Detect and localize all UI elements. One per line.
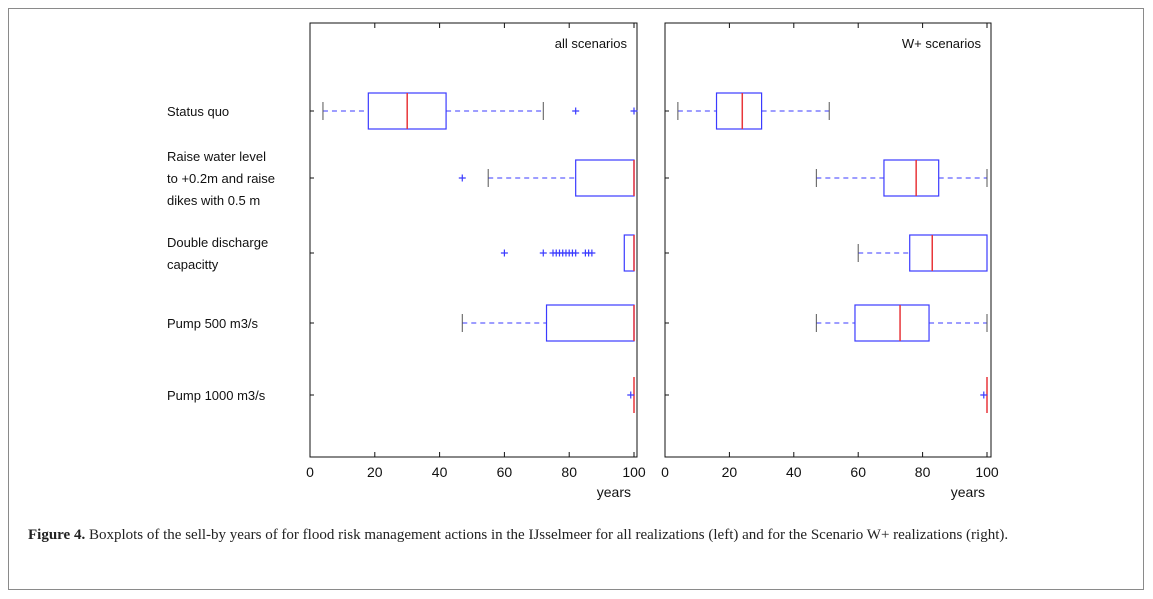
boxplot-3	[857, 234, 988, 272]
x-tick-label: 40	[432, 464, 448, 480]
boxplot-2	[458, 159, 635, 197]
x-tick-label: 60	[850, 464, 866, 480]
plot-area	[664, 22, 992, 458]
x-tick-label: 60	[497, 464, 513, 480]
category-label: Pump 500 m3/s	[167, 316, 259, 331]
boxplot-4	[815, 304, 988, 342]
boxplot-5	[980, 377, 988, 413]
box-iqr	[854, 304, 930, 342]
boxplot-1	[322, 92, 638, 130]
category-label: Double discharge	[167, 235, 268, 250]
category-label: dikes with 0.5 m	[167, 193, 260, 208]
caption-text: Boxplots of the sell-by years of for flo…	[88, 527, 1009, 543]
boxplot-4	[461, 304, 635, 342]
box-iqr	[883, 159, 940, 197]
figure-caption: Figure 4. Boxplots of the sell-by years …	[28, 524, 1128, 546]
x-tick-label: 80	[915, 464, 931, 480]
boxplot-3	[500, 234, 635, 272]
plot-area	[309, 22, 638, 458]
category-label: Raise water level	[167, 149, 266, 164]
box-iqr	[575, 159, 635, 197]
category-labels: Status quo Raise water level to +0.2m and …	[167, 104, 275, 403]
outlier-point	[572, 249, 580, 257]
outlier-point	[458, 174, 466, 182]
outlier-point	[500, 249, 508, 257]
outlier-point	[588, 249, 596, 257]
boxplot-figure: all scenarios 0 20 40 60 80 100 years W+ scenar…	[167, 22, 999, 500]
category-label: Status quo	[167, 104, 229, 119]
category-label: Pump 1000 m3/s	[167, 388, 266, 403]
panel-w-plus-scenarios: W+ scenarios 0 20 40 60 80 100 years	[661, 22, 999, 500]
panel-all-scenarios: all scenarios 0 20 40 60 80 100 years	[306, 22, 646, 500]
boxplot-1	[677, 92, 830, 130]
x-axis-label: years	[951, 484, 985, 500]
x-tick-label: 20	[367, 464, 383, 480]
box-iqr	[909, 234, 988, 272]
box-iqr	[623, 234, 635, 272]
panel-title: all scenarios	[555, 36, 628, 51]
boxplot-5	[627, 377, 635, 413]
x-tick-label: 100	[622, 464, 646, 480]
box-iqr	[545, 304, 635, 342]
outlier-point	[539, 249, 547, 257]
x-tick-label: 80	[561, 464, 577, 480]
outlier-point	[627, 391, 635, 399]
category-label: to +0.2m and raise	[167, 171, 275, 186]
boxplot-2	[815, 159, 988, 197]
outlier-point	[572, 107, 580, 115]
panel-title: W+ scenarios	[902, 36, 982, 51]
x-tick-label: 20	[722, 464, 738, 480]
category-label: capacitty	[167, 257, 219, 272]
x-tick-label: 0	[306, 464, 314, 480]
outlier-point	[980, 391, 988, 399]
figure-frame	[8, 8, 1144, 590]
caption-label: Figure 4.	[28, 527, 86, 543]
x-tick-label: 40	[786, 464, 802, 480]
x-axis-label: years	[597, 484, 631, 500]
x-tick-label: 0	[661, 464, 669, 480]
box-iqr	[715, 92, 763, 130]
x-tick-label: 100	[975, 464, 999, 480]
outlier-point	[630, 107, 638, 115]
